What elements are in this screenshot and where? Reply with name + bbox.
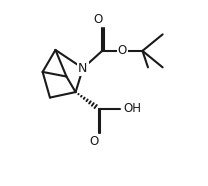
Text: O: O [118,44,127,57]
Text: N: N [78,62,88,75]
Text: OH: OH [123,102,141,115]
Text: O: O [89,135,99,148]
Text: O: O [93,13,102,26]
